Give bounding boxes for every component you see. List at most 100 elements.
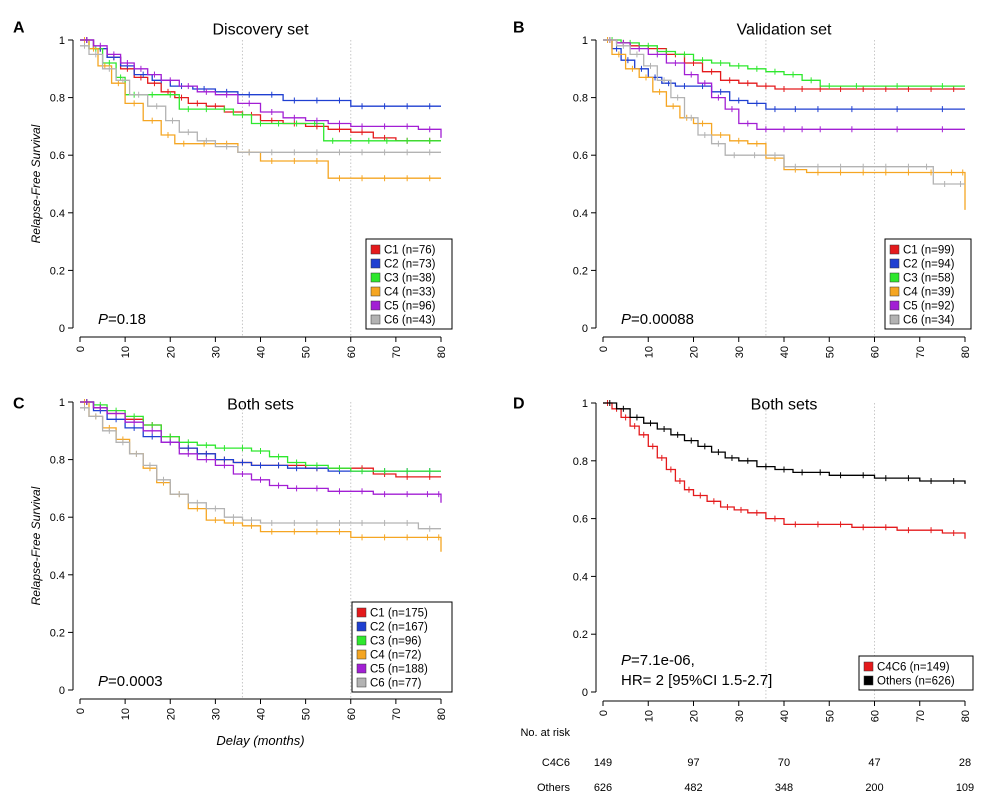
risk-count: 626 bbox=[594, 782, 612, 794]
legend-swatch bbox=[356, 621, 367, 632]
legend-label: C1 (n=76) bbox=[384, 245, 436, 257]
series-line bbox=[603, 39, 965, 87]
y-tick-label: 1 bbox=[582, 398, 588, 410]
x-tick-label: 70 bbox=[915, 710, 927, 722]
x-tick-label: 0 bbox=[75, 346, 87, 352]
risk-count: 109 bbox=[956, 782, 974, 794]
x-tick-label: 30 bbox=[210, 708, 222, 720]
x-tick-label: 50 bbox=[824, 346, 836, 358]
x-tick-label: 40 bbox=[256, 708, 268, 720]
legend-label: C3 (n=38) bbox=[384, 273, 436, 285]
panel-label: A bbox=[13, 19, 25, 36]
legend-label: C2 (n=73) bbox=[384, 259, 436, 271]
x-tick-label: 0 bbox=[75, 708, 87, 714]
panel-title: Validation set bbox=[737, 21, 832, 38]
y-tick-label: 0.8 bbox=[50, 93, 65, 105]
x-tick-label: 80 bbox=[436, 346, 448, 358]
x-tick-label: 50 bbox=[301, 708, 313, 720]
x-tick-label: 50 bbox=[301, 346, 313, 358]
legend-label: C3 (n=96) bbox=[370, 636, 422, 648]
x-tick-label: 70 bbox=[391, 346, 403, 358]
y-tick-label: 1 bbox=[582, 35, 588, 47]
y-tick-label: 0.2 bbox=[50, 627, 65, 639]
legend-label: C4 (n=33) bbox=[384, 287, 436, 299]
legend: C1 (n=99) C2 (n=94) C3 (n=58) C4 (n=39) C5 (… bbox=[884, 238, 972, 330]
x-tick-label: 20 bbox=[165, 708, 177, 720]
legend-swatch bbox=[889, 244, 900, 255]
x-tick-label: 20 bbox=[689, 710, 701, 722]
legend-swatch bbox=[889, 286, 900, 297]
x-tick-label: 80 bbox=[960, 346, 972, 358]
legend-swatch bbox=[889, 258, 900, 269]
risk-count: 97 bbox=[687, 757, 699, 769]
y-tick-label: 0.4 bbox=[573, 208, 588, 220]
y-tick-label: 0.4 bbox=[50, 570, 65, 582]
legend-swatch bbox=[370, 272, 381, 283]
legend-box bbox=[351, 601, 453, 693]
hazard-ratio-label: HR= 2 [95%CI 1.5-2.7] bbox=[621, 672, 772, 689]
legend-swatch bbox=[370, 286, 381, 297]
legend-swatch bbox=[863, 661, 874, 672]
x-tick-label: 10 bbox=[120, 346, 132, 358]
y-tick-label: 0 bbox=[582, 323, 588, 335]
y-tick-label: 0 bbox=[59, 323, 65, 335]
x-tick-label: 80 bbox=[436, 708, 448, 720]
series-line bbox=[603, 402, 966, 484]
legend-swatch bbox=[889, 300, 900, 311]
y-tick-label: 1 bbox=[59, 397, 65, 409]
legend-label: C5 (n=96) bbox=[384, 301, 436, 313]
legend: C4C6 (n=149) Others (n=626) bbox=[858, 655, 974, 691]
x-tick-label: 10 bbox=[643, 346, 655, 358]
x-tick-label: 20 bbox=[689, 346, 701, 358]
p-value-label: P=7.1e-06, bbox=[621, 652, 695, 669]
x-tick-label: 70 bbox=[391, 708, 403, 720]
y-tick-label: 0.6 bbox=[50, 150, 65, 162]
panel-label: B bbox=[513, 19, 525, 36]
y-tick-label: 0.8 bbox=[573, 456, 588, 468]
legend-box bbox=[365, 238, 453, 330]
x-axis-label: Delay (months) bbox=[216, 733, 304, 748]
x-tick-label: 70 bbox=[915, 346, 927, 358]
y-tick-label: 0.2 bbox=[573, 265, 588, 277]
panel-title: Both sets bbox=[751, 396, 818, 413]
p-value-label: P=0.00088 bbox=[621, 311, 694, 328]
x-tick-label: 10 bbox=[643, 710, 655, 722]
y-tick-label: 0 bbox=[59, 685, 65, 697]
x-tick-label: 60 bbox=[870, 710, 882, 722]
panel-label: D bbox=[513, 395, 525, 412]
risk-count: 149 bbox=[594, 757, 612, 769]
panel-label: C bbox=[13, 395, 25, 412]
x-tick-label: 30 bbox=[734, 710, 746, 722]
legend-swatch bbox=[889, 272, 900, 283]
y-axis-label: Relapse-Free Survival bbox=[29, 124, 43, 243]
risk-count: 70 bbox=[778, 757, 790, 769]
series-line bbox=[603, 39, 965, 185]
y-tick-label: 0.4 bbox=[50, 208, 65, 220]
series-line bbox=[80, 401, 442, 503]
series-line bbox=[80, 39, 442, 138]
y-tick-label: 0.6 bbox=[573, 150, 588, 162]
x-tick-label: 40 bbox=[256, 346, 268, 358]
legend-swatch bbox=[370, 314, 381, 325]
legend-box bbox=[884, 238, 972, 330]
risk-row-label: C4C6 bbox=[542, 757, 570, 769]
legend-swatch bbox=[863, 675, 874, 686]
legend-label: C5 (n=188) bbox=[370, 664, 428, 676]
x-tick-label: 60 bbox=[346, 708, 358, 720]
panel-title: Both sets bbox=[227, 396, 294, 413]
legend-swatch bbox=[356, 663, 367, 674]
legend-label: C2 (n=94) bbox=[903, 259, 955, 271]
series-line bbox=[80, 45, 441, 153]
panel-title: Discovery set bbox=[212, 21, 309, 38]
y-tick-label: 1 bbox=[59, 35, 65, 47]
y-tick-label: 0.8 bbox=[573, 93, 588, 105]
x-tick-label: 30 bbox=[210, 346, 222, 358]
risk-table: No. at risk C4C6 149 97 70 47 28 Others 626 482 34… bbox=[520, 727, 974, 794]
legend: C1 (n=76) C2 (n=73) C3 (n=38) C4 (n=33) C5 (… bbox=[365, 238, 453, 330]
y-tick-label: 0 bbox=[582, 687, 588, 699]
legend-label: C1 (n=99) bbox=[903, 245, 955, 257]
risk-count: 28 bbox=[959, 757, 971, 769]
